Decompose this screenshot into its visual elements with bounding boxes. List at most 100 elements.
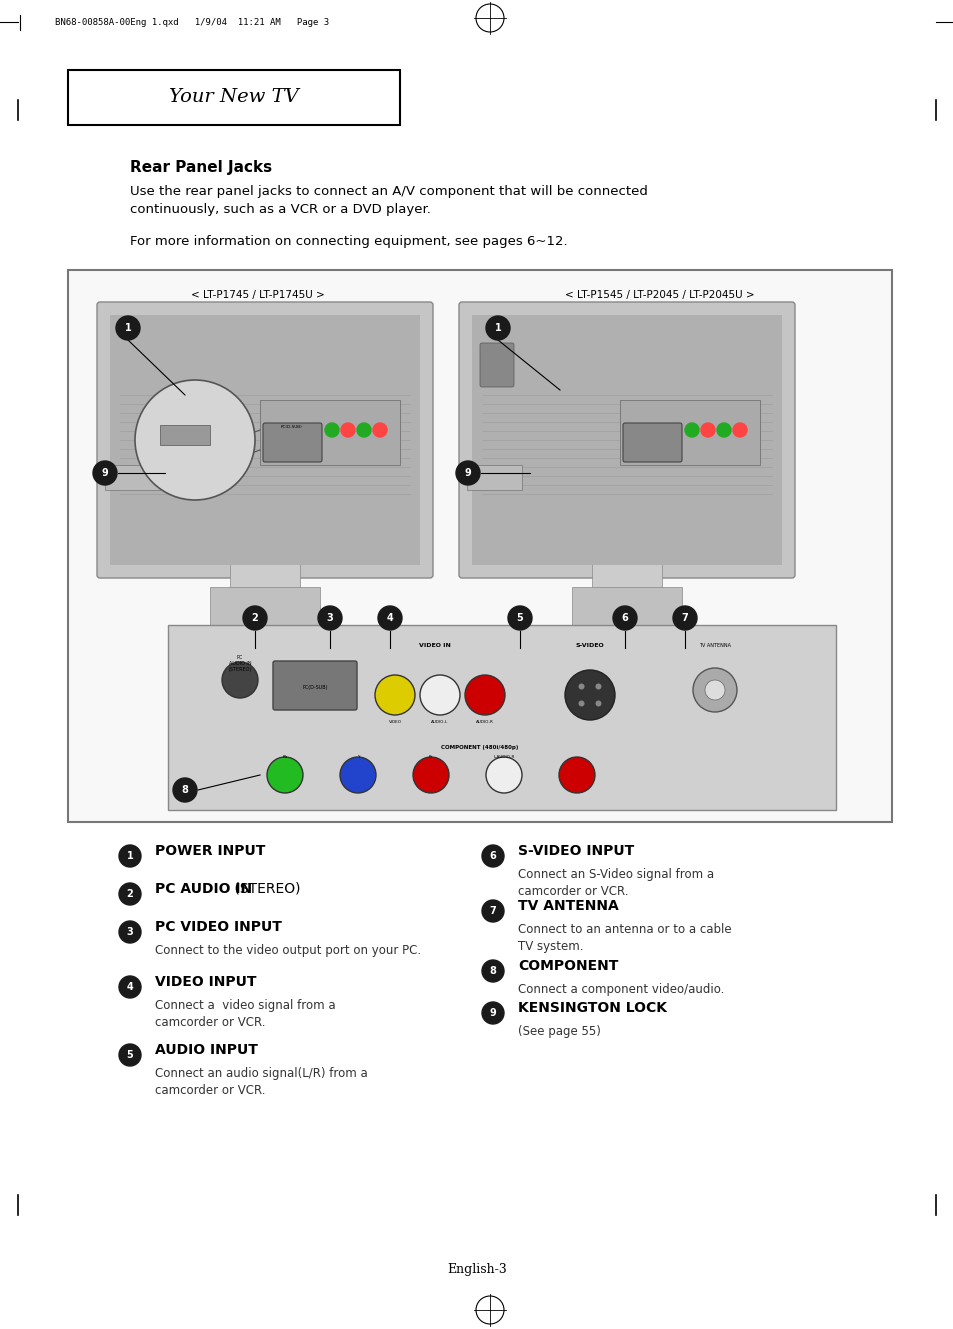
- Text: 4: 4: [386, 613, 393, 623]
- Text: Connect to an antenna or to a cable
TV system.: Connect to an antenna or to a cable TV s…: [517, 924, 731, 953]
- Circle shape: [119, 845, 141, 867]
- FancyBboxPatch shape: [479, 343, 514, 387]
- Circle shape: [339, 758, 375, 793]
- Bar: [592, 560, 661, 590]
- Text: 2: 2: [127, 889, 133, 898]
- FancyBboxPatch shape: [273, 661, 356, 710]
- Text: 6: 6: [621, 613, 628, 623]
- Circle shape: [507, 606, 532, 630]
- Circle shape: [613, 606, 637, 630]
- Circle shape: [684, 423, 699, 437]
- Circle shape: [172, 777, 196, 801]
- Circle shape: [464, 675, 504, 715]
- Text: Connect an S-Video signal from a
camcorder or VCR.: Connect an S-Video signal from a camcord…: [517, 868, 714, 898]
- Text: COMPONENT: COMPONENT: [517, 960, 618, 973]
- Circle shape: [135, 380, 254, 500]
- Circle shape: [119, 921, 141, 944]
- Text: 7: 7: [680, 613, 688, 623]
- Bar: [472, 315, 781, 565]
- Circle shape: [222, 662, 257, 698]
- Circle shape: [119, 1045, 141, 1066]
- Text: 8: 8: [489, 966, 496, 975]
- Circle shape: [485, 758, 521, 793]
- Circle shape: [116, 316, 140, 340]
- Text: COMPONENT (480i/480p): COMPONENT (480i/480p): [441, 746, 518, 750]
- FancyBboxPatch shape: [263, 423, 322, 462]
- Text: L-AUDIO-R: L-AUDIO-R: [493, 755, 515, 759]
- Circle shape: [700, 423, 714, 437]
- FancyBboxPatch shape: [458, 302, 794, 578]
- Text: 4: 4: [127, 982, 133, 991]
- Bar: [230, 560, 299, 590]
- Text: 1: 1: [127, 851, 133, 861]
- Text: 1: 1: [125, 323, 132, 334]
- Circle shape: [375, 675, 415, 715]
- Text: AUDIO-L: AUDIO-L: [431, 720, 448, 724]
- FancyBboxPatch shape: [622, 423, 681, 462]
- Text: AUDIO INPUT: AUDIO INPUT: [154, 1043, 257, 1057]
- Circle shape: [267, 758, 303, 793]
- Circle shape: [456, 461, 479, 485]
- Text: For more information on connecting equipment, see pages 6~12.: For more information on connecting equip…: [130, 235, 567, 249]
- Text: Rear Panel Jacks: Rear Panel Jacks: [130, 159, 272, 175]
- Circle shape: [119, 975, 141, 998]
- Text: S-VIDEO: S-VIDEO: [575, 643, 604, 649]
- Text: 3: 3: [127, 928, 133, 937]
- Circle shape: [558, 758, 595, 793]
- Text: 5: 5: [127, 1050, 133, 1061]
- Text: VIDEO INPUT: VIDEO INPUT: [154, 975, 256, 989]
- Text: Connect a component video/audio.: Connect a component video/audio.: [517, 983, 723, 995]
- Text: POWER INPUT: POWER INPUT: [154, 844, 265, 859]
- Circle shape: [413, 758, 449, 793]
- Text: 5: 5: [517, 613, 523, 623]
- Text: 1: 1: [494, 323, 501, 334]
- Circle shape: [672, 606, 697, 630]
- Text: English-3: English-3: [447, 1264, 506, 1276]
- Text: 9: 9: [464, 468, 471, 478]
- Text: TV ANTENNA: TV ANTENNA: [699, 643, 730, 649]
- Bar: [68, 70, 399, 125]
- Text: Your New TV: Your New TV: [169, 88, 298, 106]
- Circle shape: [578, 700, 584, 707]
- Text: (See page 55): (See page 55): [517, 1025, 600, 1038]
- Text: 8: 8: [181, 785, 189, 795]
- Text: 3: 3: [326, 613, 333, 623]
- FancyBboxPatch shape: [97, 302, 433, 578]
- Circle shape: [340, 423, 355, 437]
- Text: 9: 9: [102, 468, 109, 478]
- Circle shape: [481, 1002, 503, 1025]
- Text: Y: Y: [356, 755, 359, 759]
- Circle shape: [481, 900, 503, 922]
- Text: Connect an audio signal(L/R) from a
camcorder or VCR.: Connect an audio signal(L/R) from a camc…: [154, 1067, 367, 1096]
- Bar: [467, 465, 521, 490]
- Bar: [168, 625, 835, 809]
- Text: TV ANTENNA: TV ANTENNA: [517, 898, 618, 913]
- Circle shape: [419, 675, 459, 715]
- Circle shape: [717, 423, 730, 437]
- Text: < LT-P1545 / LT-P2045 / LT-P2045U >: < LT-P1545 / LT-P2045 / LT-P2045U >: [564, 290, 754, 300]
- Text: 2: 2: [252, 613, 258, 623]
- Circle shape: [732, 423, 746, 437]
- Circle shape: [377, 606, 401, 630]
- Circle shape: [595, 700, 600, 707]
- Text: Pb: Pb: [282, 755, 287, 759]
- Circle shape: [356, 423, 371, 437]
- Text: VIDEO: VIDEO: [388, 720, 401, 724]
- Bar: [572, 587, 681, 625]
- Bar: [105, 465, 160, 490]
- Bar: [260, 400, 399, 465]
- Circle shape: [481, 960, 503, 982]
- Text: KENSINGTON LOCK: KENSINGTON LOCK: [517, 1001, 666, 1015]
- Bar: [110, 315, 419, 565]
- Circle shape: [373, 423, 387, 437]
- Circle shape: [243, 606, 267, 630]
- Text: PC
AUDIO IN
(STEREO): PC AUDIO IN (STEREO): [228, 655, 252, 671]
- Circle shape: [325, 423, 338, 437]
- Circle shape: [564, 670, 615, 720]
- Text: 7: 7: [489, 906, 496, 916]
- Text: AUDIO-R: AUDIO-R: [476, 720, 494, 724]
- Circle shape: [704, 680, 724, 700]
- Circle shape: [317, 606, 341, 630]
- Circle shape: [595, 683, 600, 690]
- Text: PC VIDEO INPUT: PC VIDEO INPUT: [154, 920, 281, 934]
